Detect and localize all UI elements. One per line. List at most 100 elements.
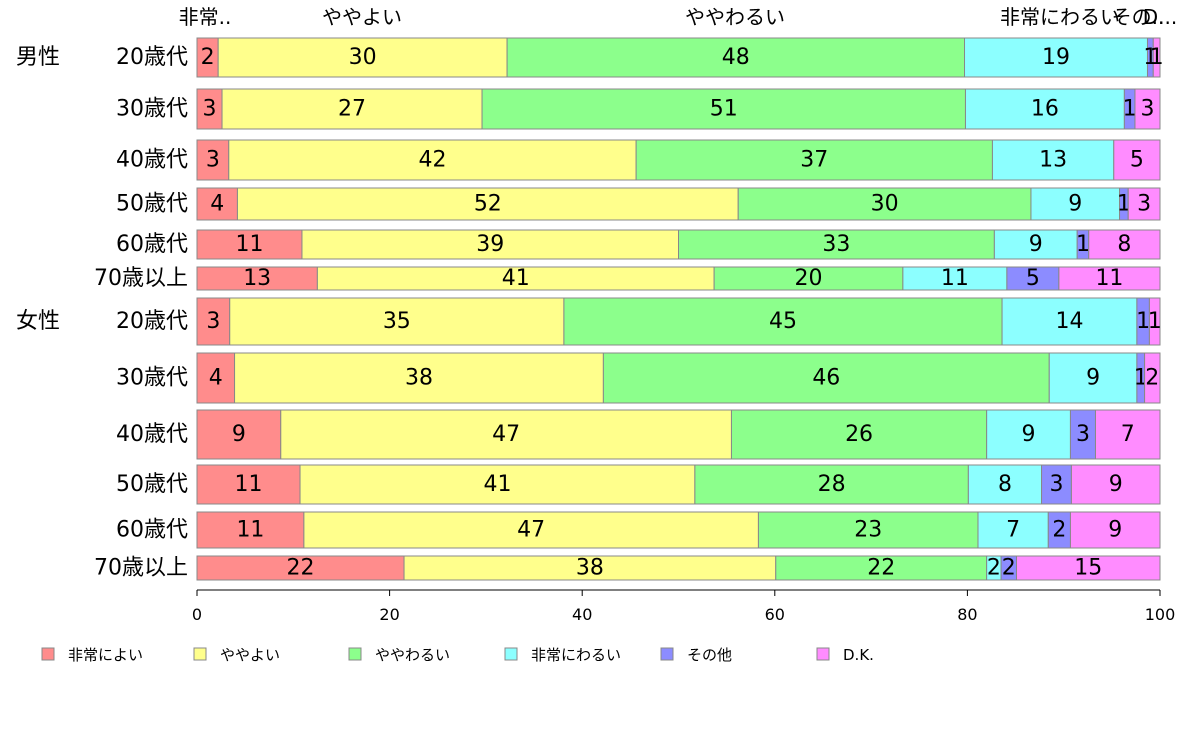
- data-label: 3: [1049, 472, 1063, 497]
- data-label: 22: [287, 556, 315, 581]
- data-label: 3: [1137, 192, 1151, 217]
- x-tick-label: 40: [572, 605, 592, 624]
- data-label: 13: [1039, 148, 1067, 173]
- legend-label: 非常にわるい: [531, 646, 621, 664]
- bar-segment: [217, 37, 508, 78]
- bar-segment: [694, 464, 969, 505]
- data-label: 1: [1136, 309, 1150, 334]
- data-label: 1: [1148, 309, 1162, 334]
- data-label: 7: [1121, 422, 1135, 447]
- data-label: 45: [769, 309, 797, 334]
- bar-segment: [1016, 555, 1161, 581]
- data-label: 47: [517, 518, 545, 543]
- data-label: 8: [1117, 232, 1131, 257]
- bar-segment: [964, 88, 1125, 130]
- data-label: 1: [1150, 45, 1164, 70]
- data-label: 9: [1022, 422, 1036, 447]
- data-label: 9: [1108, 518, 1122, 543]
- legend-swatch: [193, 647, 207, 661]
- bar-segment: [481, 88, 966, 130]
- data-label: 22: [867, 556, 895, 581]
- category-label: 50歳代: [116, 192, 188, 217]
- data-label: 3: [203, 97, 217, 122]
- category-label: 20歳代: [116, 45, 188, 70]
- data-label: 3: [206, 148, 220, 173]
- data-label: 9: [1068, 192, 1082, 217]
- bar-segment: [678, 229, 995, 260]
- bar-segment: [196, 555, 405, 581]
- bar-segment: [991, 139, 1115, 181]
- bar-segment: [1001, 297, 1138, 346]
- bar-segment: [303, 511, 759, 549]
- x-tick-label: 80: [957, 605, 977, 624]
- data-label: 26: [845, 422, 873, 447]
- data-label: 38: [405, 366, 433, 391]
- bar-segment: [196, 464, 301, 505]
- bar-segment: [196, 511, 305, 549]
- bar-segment: [1088, 229, 1161, 260]
- bar-segment: [1127, 187, 1161, 221]
- bar-segment: [967, 464, 1043, 505]
- bar-segment: [196, 409, 282, 460]
- data-label: 41: [502, 266, 530, 291]
- legend-label: ややわるい: [375, 646, 450, 664]
- data-label: 39: [476, 232, 504, 257]
- data-label: 9: [1086, 366, 1100, 391]
- data-label: 1: [1123, 97, 1137, 122]
- series-top-label: D...: [1143, 5, 1177, 29]
- data-label: 2: [1052, 518, 1066, 543]
- bar-segment: [234, 352, 604, 404]
- data-label: 37: [800, 148, 828, 173]
- data-label: 46: [812, 366, 840, 391]
- series-top-label: 非常..: [179, 5, 232, 29]
- series-top-label: 非常にわるい: [1000, 5, 1120, 29]
- data-label: 11: [235, 232, 263, 257]
- data-label: 7: [1006, 518, 1020, 543]
- bar-segment: [602, 352, 1050, 404]
- data-label: 16: [1031, 97, 1059, 122]
- data-label: 38: [576, 556, 604, 581]
- data-label: 2: [201, 45, 215, 70]
- bar-segment: [1069, 511, 1161, 549]
- data-label: 11: [235, 472, 263, 497]
- legend-label: その他: [687, 646, 732, 664]
- legend-swatch: [816, 647, 830, 661]
- data-label: 14: [1055, 309, 1083, 334]
- category-label: 60歳代: [116, 232, 188, 257]
- group-label: 男性: [16, 45, 60, 70]
- data-label: 9: [232, 422, 246, 447]
- data-label: 51: [710, 97, 738, 122]
- data-label: 9: [1109, 472, 1123, 497]
- bar-segment: [229, 297, 565, 346]
- series-top-label: ややわるい: [685, 5, 785, 29]
- bar-segment: [757, 511, 979, 549]
- series-top-label: ややよい: [322, 5, 402, 29]
- bar-segment: [1144, 352, 1161, 404]
- legend-label: D.K.: [843, 646, 874, 664]
- group-label: 女性: [16, 309, 60, 334]
- bar-segment: [1070, 464, 1161, 505]
- data-label: 27: [338, 97, 366, 122]
- bar-segment: [1058, 266, 1161, 291]
- category-label: 30歳代: [116, 366, 188, 391]
- data-label: 13: [243, 266, 271, 291]
- bar-segment: [1148, 297, 1161, 346]
- bar-segment: [1041, 464, 1072, 505]
- bar-segment: [1152, 37, 1161, 78]
- bar-segment: [299, 464, 696, 505]
- legend-swatch: [504, 647, 518, 661]
- data-label: 4: [210, 192, 224, 217]
- category-label: 30歳代: [116, 97, 188, 122]
- data-label: 47: [492, 422, 520, 447]
- bar-segment: [1094, 409, 1161, 460]
- bar-segment: [730, 409, 988, 460]
- data-label: 2: [987, 556, 1001, 581]
- data-label: 30: [871, 192, 899, 217]
- bar-segment: [1069, 409, 1096, 460]
- data-label: 28: [818, 472, 846, 497]
- legend-label: ややよい: [220, 646, 280, 664]
- bar-segment: [196, 229, 303, 260]
- series-top-label: その..: [1112, 5, 1165, 29]
- x-tick-label: 60: [765, 605, 785, 624]
